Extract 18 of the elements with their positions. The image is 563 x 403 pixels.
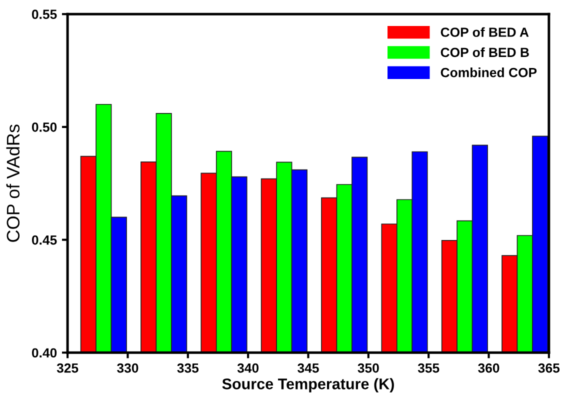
x-tick-label: 330	[117, 363, 138, 373]
x-tick-label: 325	[56, 363, 78, 373]
legend-label: COP of BED B	[440, 47, 529, 58]
x-tick-label: 340	[237, 363, 259, 373]
x-tick-label: 360	[478, 363, 500, 373]
y-tick-label: 0.45	[32, 235, 57, 245]
y-tick-label: 0.55	[32, 10, 57, 20]
y-tick-label: 0.40	[32, 348, 57, 358]
x-tick-label: 335	[177, 363, 199, 373]
x-tick-label: 365	[538, 363, 560, 373]
x-tick-label: 350	[358, 363, 379, 373]
x-tick-label: 345	[298, 363, 319, 373]
x-axis-title: Source Temperature (K)	[222, 378, 394, 392]
legend-label: Combined COP	[440, 68, 537, 78]
legend-label: COP of BED A	[440, 27, 529, 37]
x-tick-label: 355	[418, 363, 440, 373]
y-tick-label: 0.50	[32, 122, 57, 132]
y-axis-title: COP of VAdRs	[6, 124, 20, 242]
